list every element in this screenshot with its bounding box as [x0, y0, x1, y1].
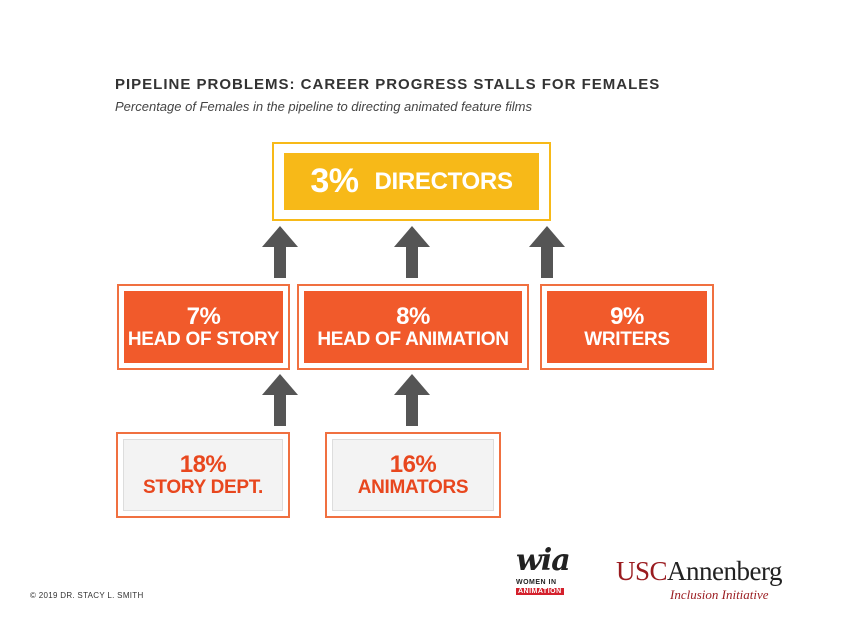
inclusion-initiative-text: Inclusion Initiative [670, 587, 769, 602]
story-dept-box: 18% STORY DEPT. [123, 439, 283, 511]
directors-percent: 3% [310, 161, 359, 200]
wia-mark: wia [516, 543, 571, 578]
head-of-story-percent: 7% [186, 303, 221, 331]
arrow-up-icon [529, 226, 565, 278]
arrow-up-icon [262, 226, 298, 278]
annenberg-text: Annenberg [667, 556, 783, 586]
chart-subtitle: Percentage of Females in the pipeline to… [115, 99, 532, 114]
animators-box: 16% ANIMATORS [332, 439, 494, 511]
story-dept-label: STORY DEPT. [143, 476, 263, 498]
wia-line2: ANIMATION [516, 588, 564, 595]
head-of-animation-percent: 8% [396, 303, 430, 331]
animators-label: ANIMATORS [357, 476, 469, 498]
head-of-animation-label: HEAD OF ANIMATION [317, 328, 509, 350]
arrow-up-icon [262, 374, 298, 426]
directors-label: DIRECTORS [374, 167, 513, 195]
head-of-story-label: HEAD OF STORY [127, 328, 280, 350]
writers-box: 9% WRITERS [547, 291, 707, 363]
copyright-text: © 2019 DR. STACY L. SMITH [30, 591, 144, 600]
story-dept-percent: 18% [179, 451, 227, 479]
women-in-animation-logo: wia WOMEN IN ANIMATION [510, 543, 574, 599]
animators-percent: 16% [389, 451, 437, 479]
usc-annenberg-logo: USCAnnenberg [616, 556, 783, 587]
arrow-up-icon [394, 374, 430, 426]
chart-title: PIPELINE PROBLEMS: CAREER PROGRESS STALL… [115, 76, 661, 93]
arrow-up-icon [394, 226, 430, 278]
wia-line1: WOMEN IN [516, 579, 557, 586]
writers-label: WRITERS [584, 328, 670, 350]
writers-percent: 9% [610, 303, 644, 331]
head-of-story-box: 7% HEAD OF STORY [124, 291, 283, 363]
usc-text: USC [616, 556, 668, 586]
head-of-animation-box: 8% HEAD OF ANIMATION [304, 291, 522, 363]
directors-box: 3% DIRECTORS [284, 153, 539, 210]
